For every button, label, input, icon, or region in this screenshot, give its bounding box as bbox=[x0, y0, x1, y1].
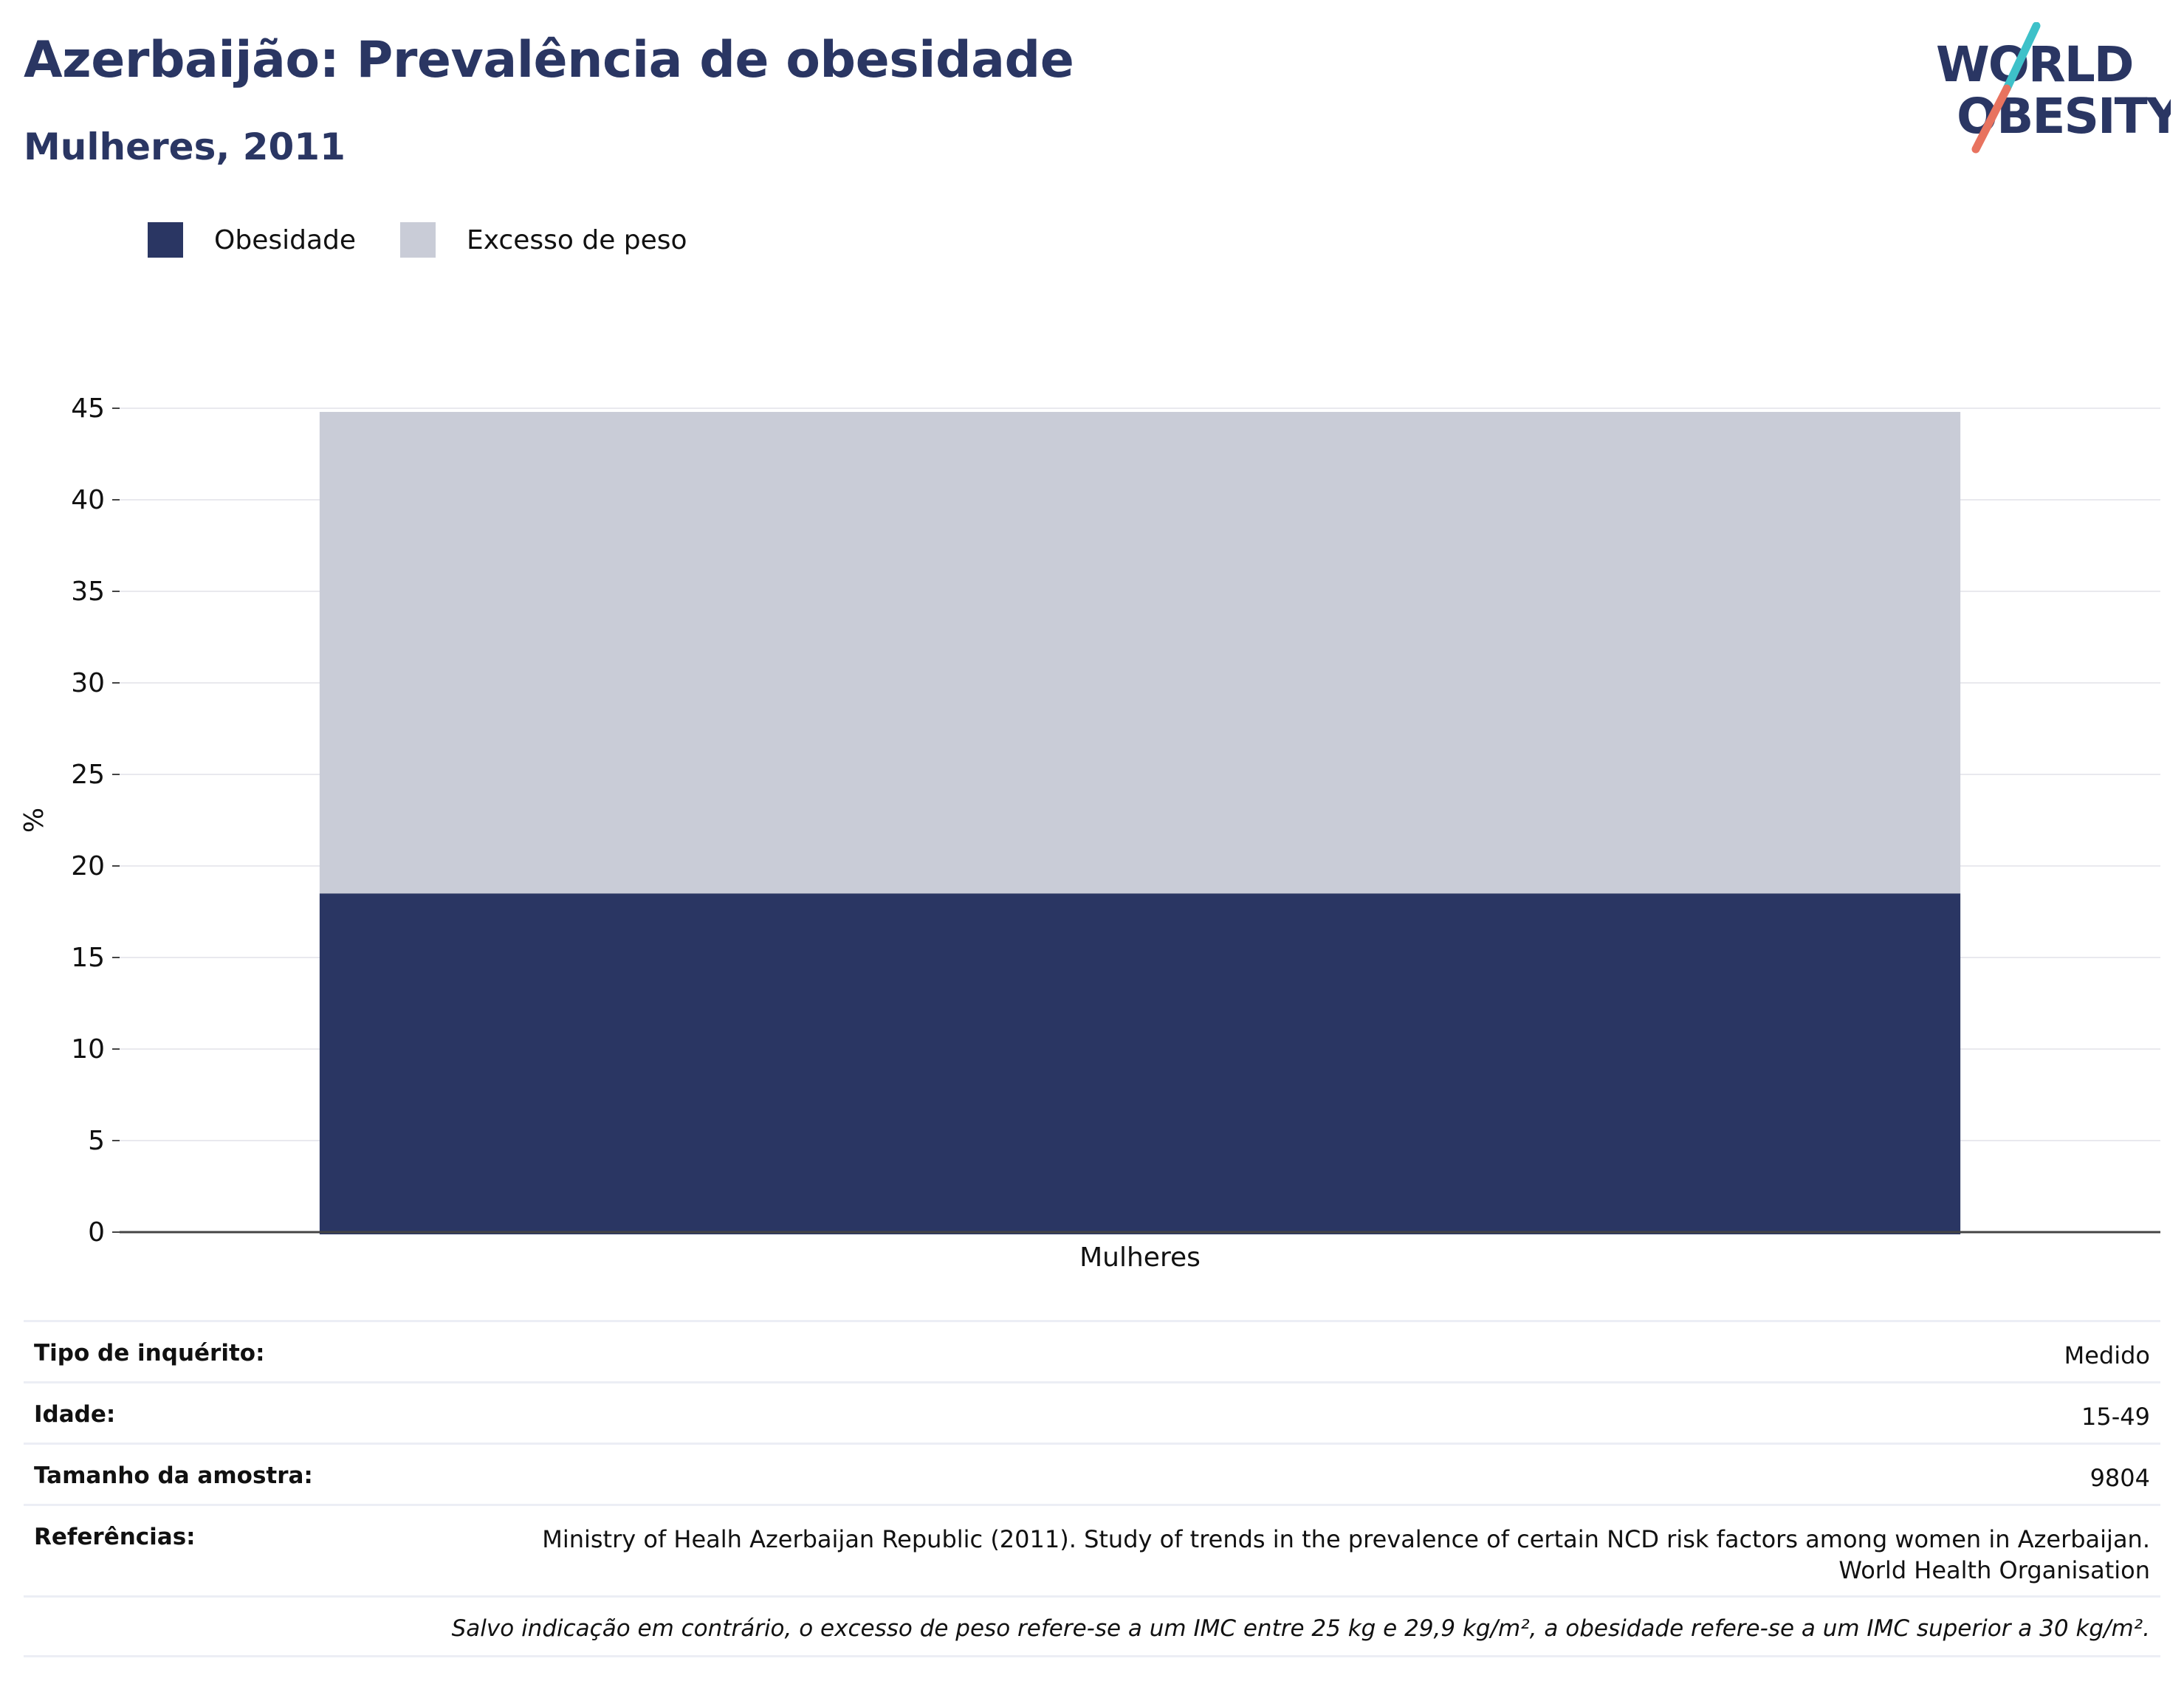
survey-info-table: Tipo de inquérito: Medido Idade: 15-49 T… bbox=[24, 1320, 2160, 1657]
age-value: 15-49 bbox=[2081, 1403, 2150, 1431]
survey-type-label: Tipo de inquérito: bbox=[34, 1340, 265, 1366]
info-row-age: Idade: 15-49 bbox=[24, 1381, 2160, 1443]
info-row-note: Salvo indicação em contrário, o excesso … bbox=[24, 1595, 2160, 1657]
legend-item-obesity[interactable]: Obesidade bbox=[148, 222, 356, 258]
stacked-bar-chart: 0 5 10 15 20 25 30 35 40 45 Mulheres % bbox=[19, 393, 2160, 1273]
info-row-survey-type: Tipo de inquérito: Medido bbox=[24, 1320, 2160, 1381]
bars bbox=[319, 411, 1961, 1234]
legend-swatch-obesity bbox=[148, 222, 183, 258]
legend-label-obesity: Obesidade bbox=[214, 224, 357, 255]
legend-label-overweight: Excesso de peso bbox=[467, 224, 687, 255]
references-label: Referências: bbox=[34, 1524, 196, 1550]
y-tick-label-10: 10 bbox=[71, 1034, 105, 1065]
chart-subtitle: Mulheres, 2011 bbox=[24, 126, 346, 168]
references-value: Ministry of Healh Azerbaijan Republic (2… bbox=[542, 1524, 2150, 1586]
chart-legend: Obesidade Excesso de peso bbox=[148, 221, 732, 258]
bar-overweight-0[interactable] bbox=[319, 411, 1961, 894]
y-tick-label-45: 45 bbox=[71, 393, 105, 424]
sample-size-value: 9804 bbox=[2089, 1464, 2150, 1492]
y-tick-label-40: 40 bbox=[71, 485, 105, 515]
x-tick-label-0: Mulheres bbox=[1079, 1242, 1201, 1273]
logo-slash-bottom bbox=[1971, 84, 2011, 154]
legend-swatch-overweight bbox=[400, 222, 436, 258]
logo-slash-top bbox=[2002, 22, 2041, 93]
survey-type-value: Medido bbox=[2064, 1341, 2150, 1369]
y-tick-label-20: 20 bbox=[71, 851, 105, 881]
y-tick-label-15: 15 bbox=[71, 943, 105, 973]
axes: 0 5 10 15 20 25 30 35 40 45 Mulheres bbox=[71, 393, 2160, 1273]
y-tick-label-25: 25 bbox=[71, 760, 105, 790]
y-tick-label-5: 5 bbox=[88, 1126, 105, 1156]
legend-item-overweight[interactable]: Excesso de peso bbox=[400, 222, 687, 258]
world-obesity-logo: WORLD OBESITY bbox=[1936, 22, 2171, 154]
y-tick-label-0: 0 bbox=[88, 1217, 105, 1248]
bar-obesity-0[interactable] bbox=[319, 893, 1961, 1234]
definition-note: Salvo indicação em contrário, o excesso … bbox=[451, 1615, 2150, 1642]
y-tick-label-30: 30 bbox=[71, 668, 105, 698]
y-axis-title: % bbox=[19, 808, 49, 833]
age-label: Idade: bbox=[34, 1401, 116, 1428]
references-line-1: Ministry of Healh Azerbaijan Republic (2… bbox=[542, 1525, 2150, 1553]
info-row-sample-size: Tamanho da amostra: 9804 bbox=[24, 1443, 2160, 1504]
chart-title: Azerbaijão: Prevalência de obesidade bbox=[24, 31, 1074, 89]
sample-size-label: Tamanho da amostra: bbox=[34, 1462, 313, 1489]
logo-line-1: WORLD bbox=[1936, 36, 2133, 93]
info-row-references: Referências: Ministry of Healh Azerbaija… bbox=[24, 1504, 2160, 1595]
y-tick-label-35: 35 bbox=[71, 577, 105, 607]
references-line-2: World Health Organisation bbox=[1838, 1556, 2150, 1584]
